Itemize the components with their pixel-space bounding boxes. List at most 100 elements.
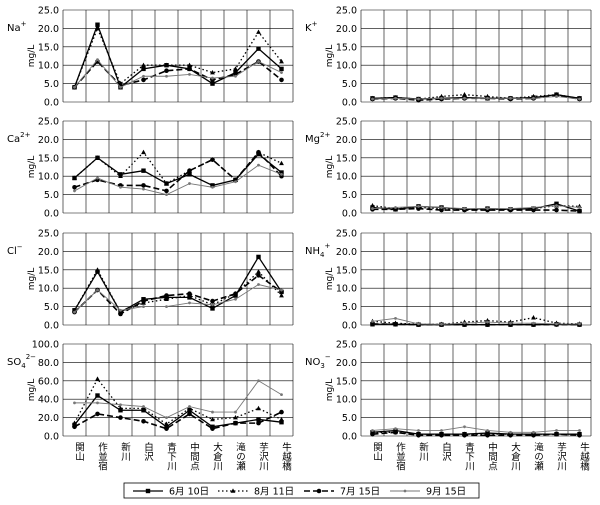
- ion-label-sup: +: [324, 242, 330, 250]
- ion-label: Na+: [7, 20, 27, 34]
- data-point: [164, 293, 169, 298]
- data-point: [141, 419, 146, 424]
- y-tick-label: 20.0: [336, 135, 357, 146]
- data-point: [256, 29, 261, 33]
- data-point: [257, 379, 260, 382]
- y-tick-label: 5.0: [342, 302, 357, 313]
- data-point: [532, 97, 535, 100]
- y-tick-label: 5.0: [342, 79, 357, 90]
- data-point: [96, 58, 99, 61]
- data-point: [73, 311, 76, 314]
- ion-label: NH4+: [305, 242, 330, 259]
- data-point: [234, 298, 237, 301]
- data-point: [118, 415, 123, 420]
- ion-label: SO42−: [7, 353, 36, 370]
- y-tick-label: 5.0: [44, 302, 59, 313]
- data-point: [280, 393, 283, 396]
- y-tick-label: 10.0: [38, 284, 59, 295]
- data-point: [95, 393, 99, 397]
- data-point: [577, 433, 582, 438]
- y-tick-label: 25.0: [336, 229, 357, 240]
- y-tick-label: 60.0: [38, 376, 59, 387]
- x-tick-label: 芋沢川: [257, 442, 269, 471]
- data-point: [394, 317, 397, 320]
- y-tick-label: 20.0: [336, 358, 357, 369]
- y-tick-label: 0.0: [342, 321, 357, 332]
- x-tick-label: 白沢: [142, 441, 154, 462]
- chart-panel-na: 0.05.010.015.020.025.0mg/LNa+: [7, 6, 293, 109]
- data-point: [554, 432, 559, 437]
- data-point: [371, 320, 374, 323]
- data-point: [578, 98, 581, 101]
- x-tick-label: 作並宿: [96, 441, 108, 471]
- data-point: [210, 306, 214, 310]
- data-point: [417, 429, 420, 432]
- data-point: [394, 97, 397, 100]
- data-point: [234, 411, 237, 414]
- data-point: [280, 71, 283, 74]
- y-tick-label: 15.0: [38, 42, 59, 53]
- data-point: [463, 322, 466, 325]
- y-tick-label: 0.0: [44, 432, 59, 443]
- data-point: [463, 425, 466, 428]
- data-point: [462, 433, 467, 438]
- y-axis-label: mg/L: [27, 45, 37, 68]
- y-tick-label: 10.0: [38, 172, 59, 183]
- data-point: [141, 63, 146, 67]
- data-point: [509, 207, 512, 210]
- y-tick-label: 0.0: [44, 209, 59, 220]
- y-tick-label: 5.0: [342, 413, 357, 424]
- data-point: [141, 183, 146, 188]
- data-point: [141, 78, 146, 83]
- data-point: [95, 267, 100, 271]
- y-tick-label: 15.0: [336, 42, 357, 53]
- y-tick-label: 25.0: [336, 6, 357, 17]
- data-point: [371, 429, 374, 432]
- data-point: [462, 92, 467, 96]
- y-tick-label: 0.0: [342, 209, 357, 220]
- data-point: [486, 207, 489, 210]
- legend-label: 9月 15日: [426, 487, 466, 498]
- ion-label-sub: 4: [320, 251, 325, 259]
- x-tick-label: 中間点: [188, 441, 200, 471]
- data-point: [280, 289, 283, 292]
- data-point: [486, 429, 489, 432]
- data-point: [210, 299, 215, 304]
- data-point: [256, 46, 260, 50]
- data-point: [509, 431, 512, 434]
- y-tick-label: 0.0: [44, 98, 59, 109]
- data-point: [578, 429, 581, 432]
- data-point: [555, 95, 558, 98]
- y-tick-label: 5.0: [342, 190, 357, 201]
- data-point: [165, 193, 168, 196]
- data-point: [439, 433, 444, 438]
- data-point: [577, 209, 582, 214]
- y-tick-label: 0.0: [342, 98, 357, 109]
- y-axis-label: mg/L: [325, 268, 335, 291]
- data-point: [95, 376, 100, 380]
- y-axis-label: mg/L: [325, 379, 335, 402]
- data-point: [188, 302, 191, 305]
- data-point: [440, 206, 443, 209]
- data-point: [187, 291, 192, 296]
- legend-label: 7月 15日: [340, 487, 380, 498]
- ion-label-sup: −: [325, 353, 331, 361]
- x-tick-label: 関山: [73, 442, 85, 461]
- y-tick-label: 100.0: [32, 340, 59, 351]
- x-tick-label: 作並宿: [394, 441, 406, 471]
- data-point: [578, 322, 581, 325]
- data-point: [119, 86, 122, 89]
- data-point: [394, 206, 397, 209]
- y-tick-label: 80.0: [38, 358, 59, 369]
- data-point: [119, 309, 122, 312]
- ion-label-sup: +: [21, 20, 27, 28]
- chart-panel-so: 0.020.040.060.080.0100.0mg/LSO42−関山作並宿新川…: [7, 340, 293, 472]
- data-point: [463, 207, 466, 210]
- data-point: [187, 412, 192, 417]
- ion-label-base: Mg: [305, 134, 320, 145]
- chart-panel-no: 0.05.010.015.020.025.0mg/LNO3−関山作並宿新川白沢青…: [305, 340, 591, 472]
- y-tick-label: 25.0: [38, 117, 59, 128]
